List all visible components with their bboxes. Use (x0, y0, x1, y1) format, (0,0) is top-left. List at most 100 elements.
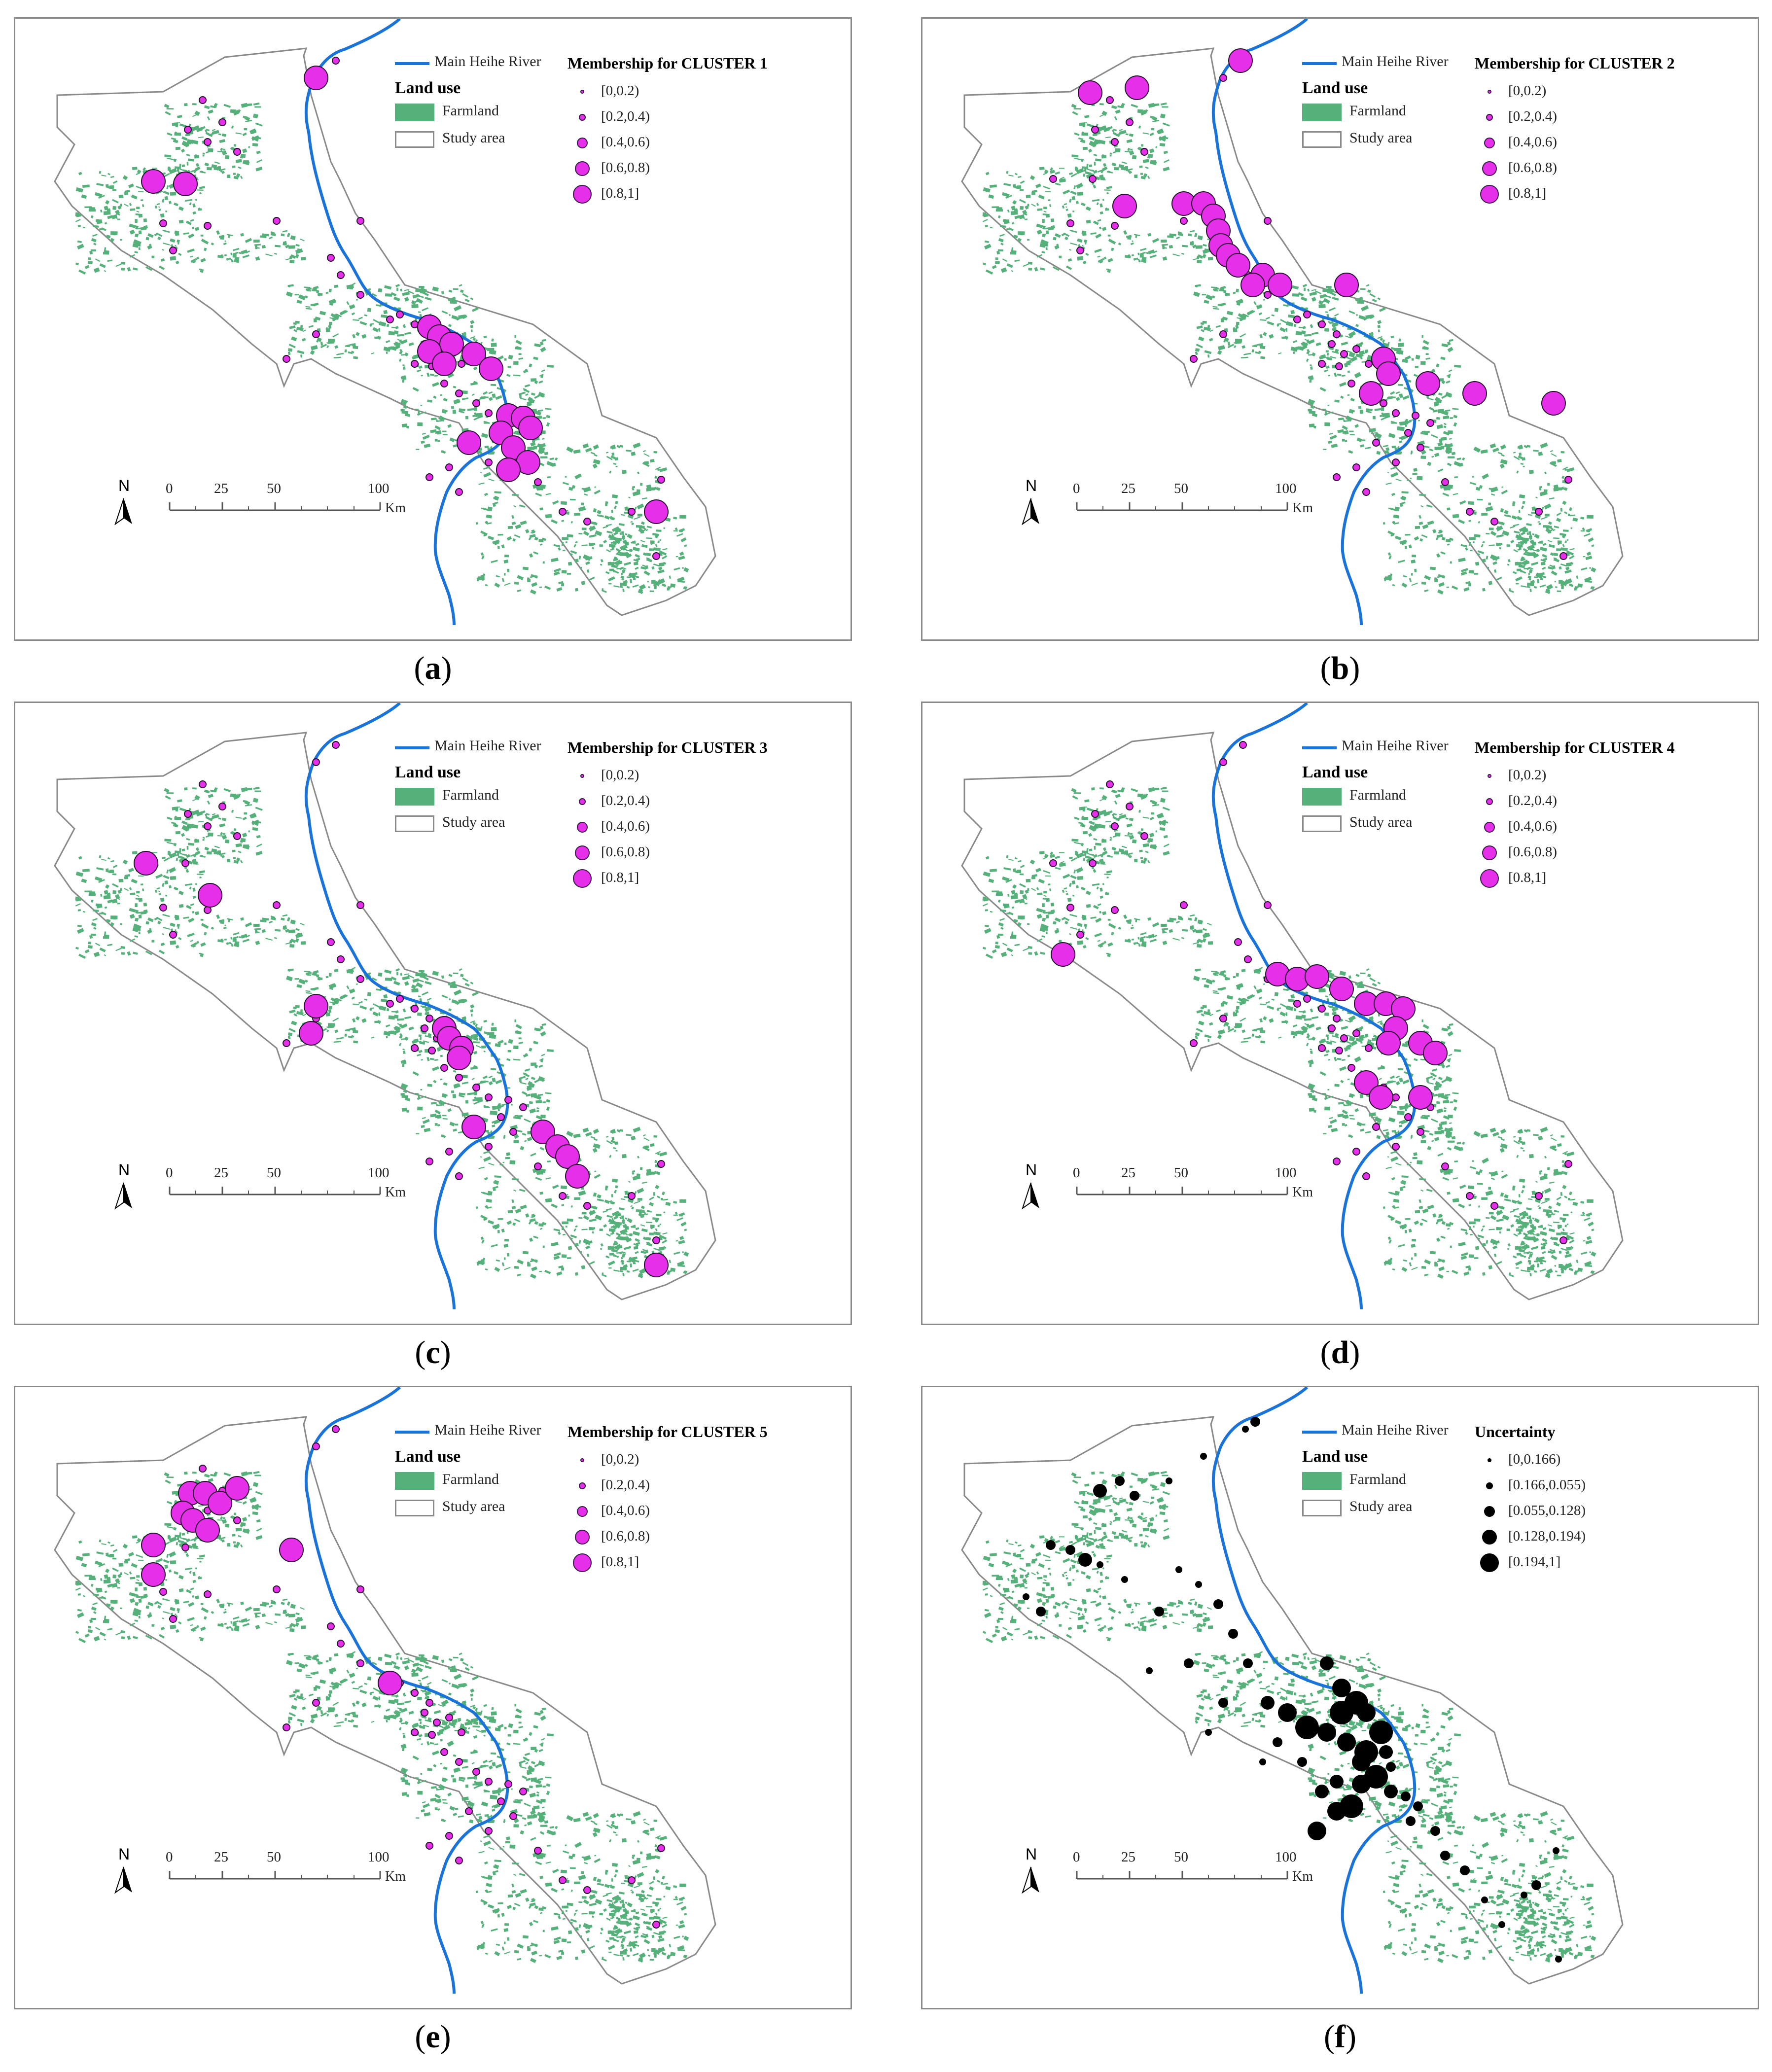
farmland-patch (1169, 233, 1176, 237)
farmland-patch (539, 507, 543, 511)
farmland-patch (1452, 585, 1458, 590)
farmland-patch (538, 391, 545, 398)
farmland-patch (288, 292, 291, 293)
legend-class-label: [0.6,0.8) (601, 160, 650, 176)
farmland-patch (544, 452, 549, 456)
farmland-patch (198, 208, 202, 211)
farmland-patch (545, 492, 551, 495)
farmland-patch (983, 947, 987, 950)
farmland-patch (501, 578, 505, 582)
farmland-patch (534, 575, 538, 579)
farmland-patch (537, 443, 544, 449)
farmland-patch (1126, 139, 1133, 143)
farmland-patch (1236, 321, 1240, 325)
farmland-patch (288, 929, 295, 933)
farmland-patch (583, 530, 590, 536)
farmland-patch (481, 1239, 485, 1244)
farmland-patch (1418, 515, 1422, 519)
farmland-patch (1073, 869, 1076, 874)
farmland-patch (649, 1196, 654, 1200)
farmland-patch (287, 970, 290, 972)
farmland-patch (1551, 461, 1557, 464)
farmland-patch (1293, 1035, 1295, 1039)
farmland-patch (1040, 951, 1045, 955)
farmland-patch (129, 203, 132, 206)
farmland-patch (399, 349, 403, 353)
farmland-patch (1328, 375, 1330, 377)
farmland-patch (1402, 395, 1410, 400)
farmland-patch (1097, 854, 1101, 857)
farmland-patch (1050, 225, 1055, 229)
farmland-patch (1555, 586, 1558, 588)
farmland-patch (1400, 504, 1403, 507)
farmland-patch (294, 294, 299, 296)
farmland-patch (1560, 451, 1565, 454)
farmland-patch (1082, 916, 1087, 920)
farmland-patch (107, 899, 113, 904)
farmland-patch (503, 1136, 506, 1138)
farmland-patch (135, 233, 139, 236)
farmland-patch (650, 459, 655, 463)
farmland-patch (1102, 227, 1107, 231)
farmland-patch (313, 285, 319, 290)
farmland-patch (251, 135, 260, 141)
farmland-patch (432, 382, 439, 387)
farmland-patch (1532, 533, 1535, 536)
farmland-patch (1507, 563, 1510, 566)
farmland-patch (403, 1051, 406, 1054)
farmland-patch (1452, 408, 1459, 410)
farmland-patch (1235, 324, 1239, 329)
farmland-patch (1355, 298, 1358, 302)
farmland-patch (1042, 910, 1046, 914)
farmland-patch (92, 234, 98, 237)
farmland-patch (185, 869, 189, 873)
farmland-patch (288, 245, 295, 249)
farmland-patch (1402, 359, 1408, 363)
farmland-patch (419, 1040, 422, 1044)
farmland-patch (175, 916, 179, 920)
farmland-patch (310, 350, 315, 355)
farmland-patch (531, 582, 538, 587)
farmland-patch (1342, 1010, 1344, 1012)
farmland-patch (1382, 445, 1389, 448)
farmland-patch (1344, 363, 1348, 368)
farmland-patch (1160, 113, 1166, 119)
farmland-patch (675, 1240, 678, 1242)
farmland-patch (573, 1228, 576, 1232)
farmland-patch (143, 225, 148, 229)
farmland-patch (1011, 247, 1014, 251)
farmland-patch (177, 923, 180, 927)
farmland-patch (441, 291, 444, 295)
farmland-patch (378, 972, 383, 977)
farmland-patch (670, 1267, 676, 1272)
farmland-patch (1076, 182, 1083, 189)
farmland-patch (1140, 828, 1143, 831)
farmland-patch (519, 394, 522, 398)
sample-site (1564, 476, 1572, 484)
farmland-patch (393, 307, 401, 311)
farmland-patch (1528, 568, 1533, 574)
farmland-patch (1490, 493, 1495, 496)
farmland-patch (512, 1222, 516, 1226)
farmland-patch (163, 173, 170, 177)
farmland-patch (605, 1208, 612, 1211)
farmland-patch (1310, 1008, 1313, 1013)
farmland-patch (90, 899, 94, 903)
farmland-patch (1441, 343, 1449, 348)
farmland-patch (984, 240, 989, 243)
farmland-patch (583, 1215, 590, 1221)
farmland-patch (1098, 258, 1105, 263)
farmland-patch (1055, 855, 1061, 859)
farmland-patch (1439, 439, 1443, 442)
farmland-patch (240, 839, 244, 843)
farmland-patch (253, 786, 260, 790)
farmland-patch (597, 510, 602, 515)
farmland-patch (1056, 928, 1060, 933)
farmland-patch (1286, 321, 1294, 327)
farmland-patch (554, 1252, 561, 1257)
map-panel-d: Main Heihe River Land use Farmland Study… (921, 702, 1759, 1325)
farmland-patch (659, 1234, 667, 1240)
farmland-patch (1238, 313, 1244, 318)
farmland-patch (1553, 558, 1559, 562)
farmland-patch (1385, 482, 1392, 485)
